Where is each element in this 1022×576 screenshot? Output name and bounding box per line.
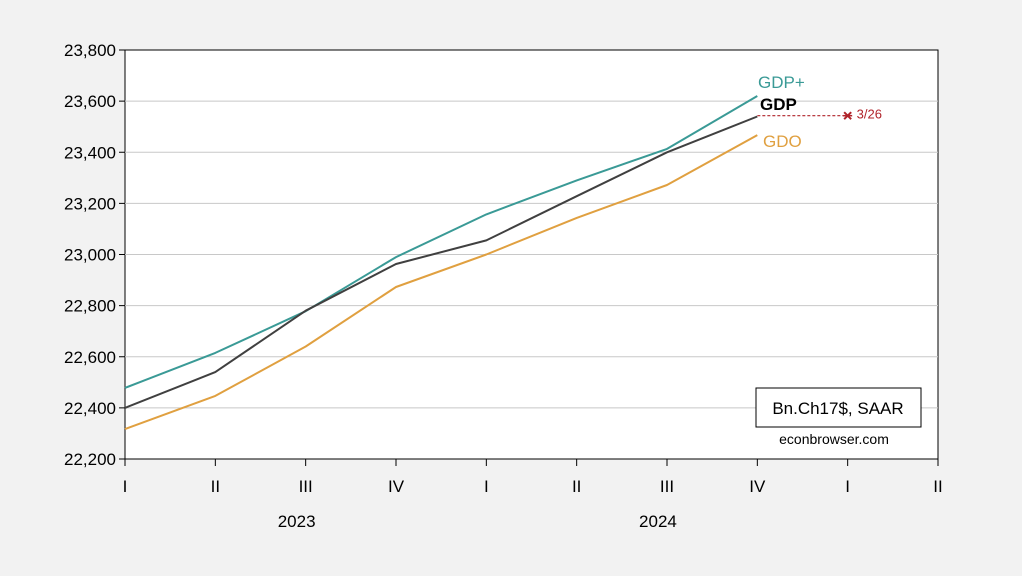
year-label: 2023	[278, 512, 316, 531]
x-tick-label: I	[484, 477, 489, 496]
nowcast-label: 3/26	[857, 107, 882, 122]
y-axis: 22,200 22,400 22,600 22,800 23,000 23,200 23,4…	[64, 41, 125, 469]
series-line-gdo	[124, 134, 758, 431]
y-tick-label: 22,200	[64, 450, 116, 469]
x-tick-label: I	[123, 477, 128, 496]
series-line-gdp-plus	[124, 95, 758, 389]
y-tick-label: 22,800	[64, 297, 116, 316]
note-box: Bn.Ch17$, SAAR	[755, 387, 922, 428]
series-label: GDP	[760, 95, 797, 114]
series-lines: GDP+ GDP GDO	[124, 73, 805, 431]
x-axis: I II III IV I II III IV I II	[123, 459, 943, 496]
x-tick-label: III	[299, 477, 313, 496]
y-tick-label: 23,800	[64, 41, 116, 60]
nowcast-marker: 3/26	[757, 107, 882, 122]
credit-text: econbrowser.com	[779, 431, 889, 447]
y-tick-label: 23,000	[64, 246, 116, 265]
x-tick-label: III	[660, 477, 674, 496]
y-tick-label: 23,600	[64, 92, 116, 111]
y-tick-label: 23,400	[64, 143, 116, 162]
x-tick-label: II	[211, 477, 220, 496]
x-tick-label: II	[572, 477, 581, 496]
x-tick-label: IV	[749, 477, 766, 496]
x-tick-label: II	[933, 477, 942, 496]
note-box-frame	[755, 387, 922, 428]
x-tick-label: IV	[388, 477, 405, 496]
x-tick-label: I	[845, 477, 850, 496]
y-tick-label: 22,400	[64, 399, 116, 418]
year-labels: 2023 2024	[278, 512, 677, 531]
note-box-text: Bn.Ch17$, SAAR	[772, 399, 903, 418]
series-label: GDO	[763, 132, 802, 151]
y-tick-label: 23,200	[64, 194, 116, 213]
year-label: 2024	[639, 512, 677, 531]
series-label: GDP+	[758, 73, 805, 92]
y-tick-label: 22,600	[64, 348, 116, 367]
series-line-gdp	[124, 115, 758, 409]
